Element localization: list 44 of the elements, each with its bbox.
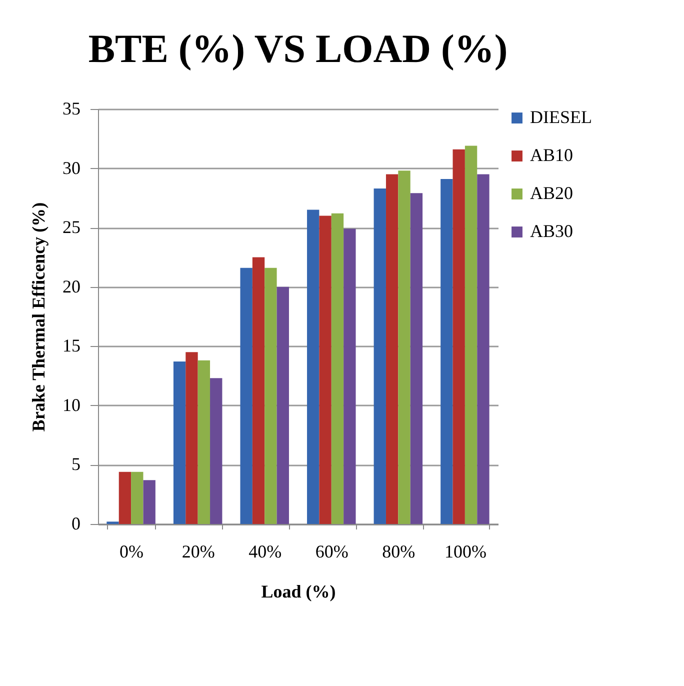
bar	[386, 174, 398, 524]
bar	[331, 213, 344, 524]
bar	[440, 178, 453, 524]
y-tick-label: 10	[62, 394, 80, 415]
y-tick-label: 20	[62, 276, 80, 296]
bar	[344, 228, 356, 524]
bar	[264, 268, 277, 524]
y-tick-label: 35	[62, 98, 80, 118]
y-tick-label: 15	[62, 336, 80, 356]
bar	[131, 472, 144, 524]
bar	[398, 170, 410, 524]
bar	[410, 193, 423, 524]
bar	[276, 286, 289, 524]
x-axis-title: Load (%)	[261, 582, 336, 602]
bar	[210, 378, 222, 524]
legend-label: AB20	[530, 183, 574, 203]
bar	[118, 472, 132, 524]
bar	[240, 268, 252, 524]
bar	[374, 188, 386, 524]
x-tick-label: 100%	[444, 542, 486, 562]
chart-title: BTE (%) VS LOAD (%)	[88, 26, 508, 71]
x-tick-label: 40%	[248, 542, 282, 562]
y-tick-label: 5	[72, 454, 80, 474]
bar	[143, 480, 156, 524]
y-tick-label: 30	[62, 158, 80, 178]
bar	[319, 216, 332, 524]
bar	[198, 360, 210, 524]
y-tick-label: 0	[72, 514, 80, 534]
y-axis-title: Brake Thermal Efficency (%)	[28, 202, 48, 432]
x-tick-label: 60%	[315, 542, 348, 562]
legend-label: DIESEL	[530, 107, 592, 127]
legend-label: AB10	[530, 145, 574, 165]
legend-label: AB30	[530, 221, 574, 241]
bar	[186, 352, 198, 524]
y-tick-label: 25	[62, 217, 80, 238]
bar	[173, 362, 186, 524]
bar	[252, 257, 265, 524]
bar	[307, 210, 320, 524]
bar	[452, 149, 465, 524]
bar	[464, 146, 478, 524]
x-tick-label: 0%	[120, 542, 144, 562]
x-tick-label: 20%	[182, 542, 215, 562]
bar	[477, 174, 490, 524]
x-tick-label: 80%	[382, 542, 416, 562]
